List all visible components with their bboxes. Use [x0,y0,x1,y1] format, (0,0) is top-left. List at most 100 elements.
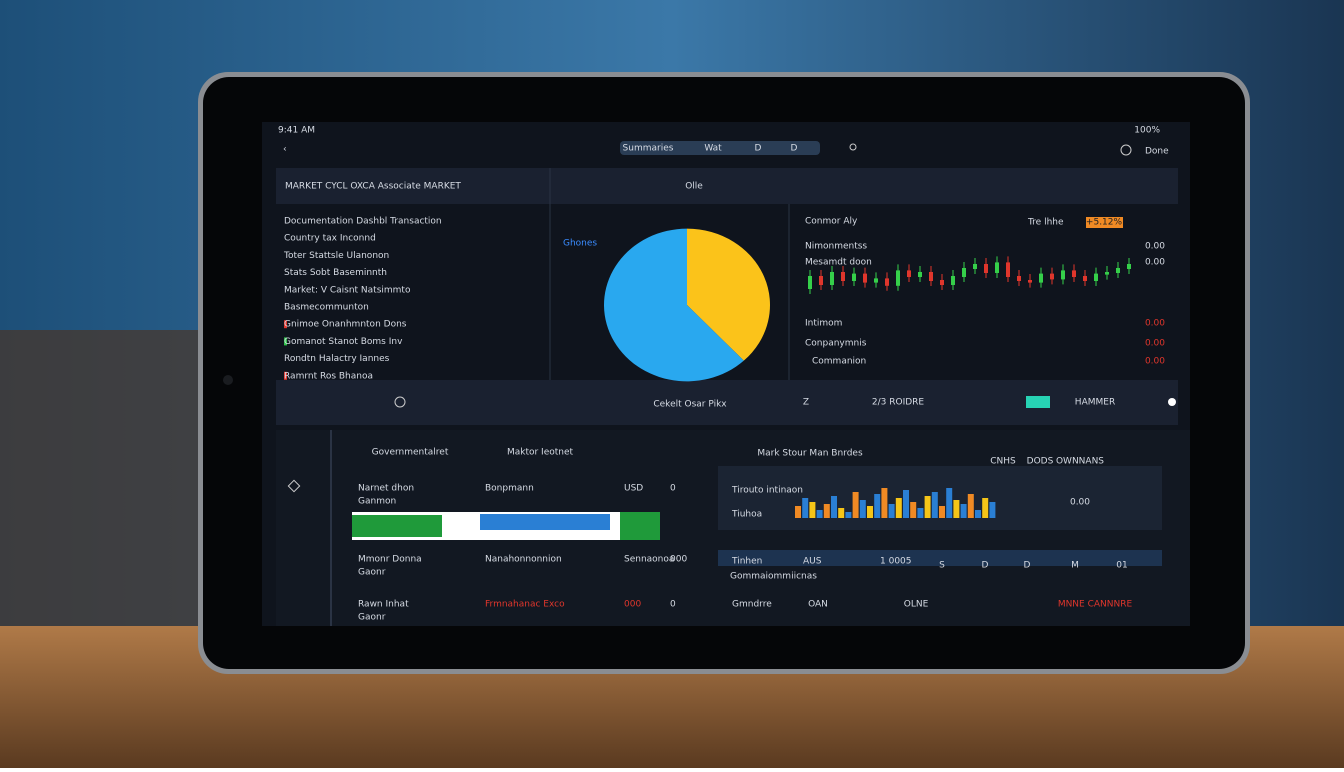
tag: +5.12% [1086,218,1123,228]
candle-body [1094,273,1098,281]
bar [795,506,801,518]
row-cell: Gaonr [358,613,386,623]
list-item: Toter Stattsle Ulanonon [283,251,389,261]
row-value: 0.00 [1145,319,1165,329]
candle-body [929,272,933,281]
candle-body [841,272,845,281]
candle-body [1017,276,1021,281]
bar [802,498,809,518]
bar [888,504,895,518]
candle-body [863,273,867,283]
tab: D [791,144,798,154]
cloud-icon[interactable] [394,396,406,408]
list-item: Gnimoe Onanhmnton Dons [284,320,407,330]
pie-slice [603,228,744,382]
list-item: Gomanot Stanot Boms Inv [284,337,403,347]
label: Tirouto intinaon [731,486,803,496]
bar [823,504,830,518]
row-cell: USD [624,484,643,494]
link: CNHS [990,457,1016,467]
candle-body [907,270,911,277]
label: HAMMER [1075,398,1115,408]
bar [917,508,924,518]
candle-body [951,276,955,285]
bullet [284,371,287,380]
label: Tre lhhe [1027,218,1064,228]
row-label: Conpanymnis [805,339,867,349]
bar [838,508,845,518]
label: 2/3 ROIDRE [872,398,925,408]
badge [1026,396,1050,408]
row-cell: Gaonr [358,568,386,578]
col-label: 01 [1116,561,1127,571]
row-cell: 0 [670,600,676,610]
candle-body [940,280,944,285]
tab: D [755,144,762,154]
row-value: 0.00 [1145,258,1165,268]
label: 100% [1134,126,1160,136]
candle-body [1116,268,1120,273]
candle-body [852,273,856,281]
icon[interactable] [1120,144,1132,156]
label: Tiuhoa [731,510,762,520]
label: OLNE [904,600,929,610]
camera [223,375,233,385]
candle-body [1061,270,1065,280]
row-cell: 000 [670,555,687,565]
blur-chair [0,330,200,630]
label: Tinhen [731,557,762,567]
candle-body [1105,272,1109,275]
label: 0.00 [1070,498,1090,508]
row-cell: Narnet dhon [358,484,414,494]
label: Conmor Aly [805,217,858,227]
candle-body [1072,270,1076,277]
icon[interactable] [849,143,857,151]
list-item: Documentation Dashbl Transaction [284,217,442,227]
label: AUS [803,557,822,567]
bar [895,498,902,518]
icon[interactable] [1168,398,1176,406]
bullet [284,320,287,329]
flow-band [620,512,660,540]
row-value: 0.00 [1145,339,1165,349]
label: Z [803,398,809,408]
col-label: M [1071,561,1079,571]
candle-body [830,272,834,285]
bar [967,494,974,518]
header-bar [276,168,1178,204]
candle-body [808,276,812,289]
pie-slice [687,228,770,361]
bar [989,502,996,518]
candle-body [1127,264,1131,269]
row-value: 0.00 [1145,357,1165,367]
icon[interactable] [287,479,301,493]
label: Gmndrre [732,600,772,610]
label: MNNE CANNNRE [1058,600,1133,610]
link: DODS [1027,457,1054,467]
bar [939,506,945,518]
list-item: Rondtn Halactry Iannes [284,354,390,364]
row-cell: Mmonr Donna [358,555,422,565]
row-label: Commanion [812,357,866,367]
row-cell: Sennaonoa [624,555,674,565]
divider [330,430,332,626]
row-cell: 0 [670,484,676,494]
section-title: Mark Stour Man Bnrdes [757,449,863,459]
label: Olle [685,182,703,192]
flow-band [352,515,442,537]
list-item: Stats Sobt Baseminnth [284,268,387,278]
pie-legend: Ghones [563,239,597,249]
candle-body [973,264,977,269]
tab-bar[interactable] [620,141,820,155]
col-label: S [939,561,945,571]
candle-body [874,278,878,283]
bar [910,502,917,518]
label: 9:41 AM [278,126,315,136]
candle-body [1028,280,1032,283]
bar [881,488,888,518]
bar-panel [718,466,1162,530]
back-arrow[interactable]: ‹ [283,145,287,155]
bar [953,500,960,518]
candle-body [1050,273,1054,280]
